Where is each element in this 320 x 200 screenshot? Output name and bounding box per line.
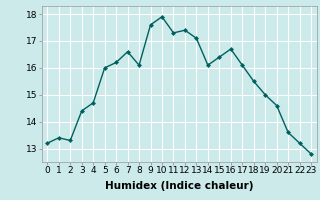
X-axis label: Humidex (Indice chaleur): Humidex (Indice chaleur) xyxy=(105,181,253,191)
